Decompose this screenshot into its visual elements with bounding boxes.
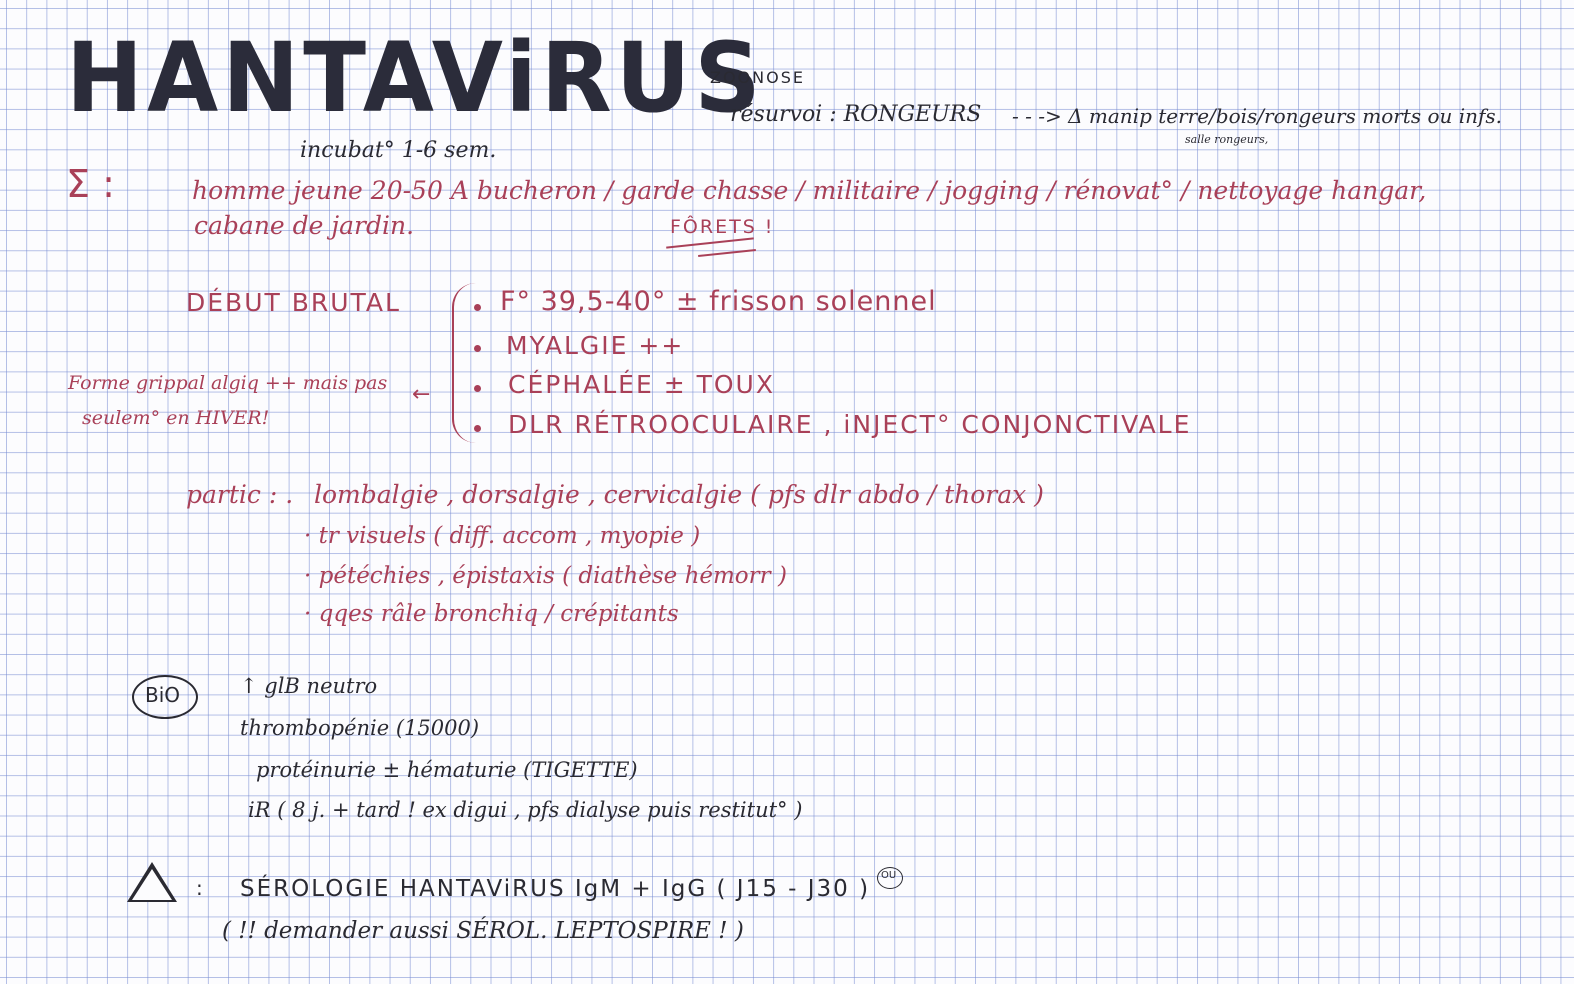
epidemio-line-2: cabane de jardin. [194, 211, 415, 240]
reservoir-subnote: salle rongeurs, [1185, 133, 1269, 146]
symptom-headache: CÉPHALÉE ± TOUX [508, 370, 775, 399]
ou-circle [877, 867, 903, 889]
diag-colon: : [196, 876, 203, 900]
bio-item-renal: iR ( 8 j. + tard ! ex digui , pfs dialys… [248, 798, 803, 822]
symptom-fever: F° 39,5-40° ± frisson solennel [500, 286, 937, 317]
side-note-line-2: seulem° en HIVER! [82, 407, 270, 429]
partic-item-pain: lombalgie , dorsalgie , cervicalgie ( pf… [314, 480, 1044, 509]
zoonose-label: ZOONOSE [710, 68, 805, 87]
bio-label: BiO [145, 683, 181, 707]
bullet [474, 345, 481, 352]
reservoir-arrow-text: - - -> Δ manip terre/bois/rongeurs morts… [1012, 104, 1503, 128]
bio-circle [132, 675, 198, 719]
warning-triangle-icon [127, 862, 177, 902]
forets-label: FÔRETS ! [670, 216, 775, 238]
bullet [474, 385, 481, 392]
epidemio-line-1: homme jeune 20-50 A bucheron / garde cha… [192, 176, 1427, 205]
symptoms-bracket [452, 283, 480, 443]
bio-item-thrombo: thrombopénie (15000) [240, 716, 480, 740]
diag-ou: OU [881, 870, 897, 881]
bullet [474, 425, 481, 432]
bio-item-proteinuria: protéinurie ± hématurie (TIGETTE) [256, 758, 638, 782]
sigma-symbol: Σ : [66, 162, 115, 206]
symptom-myalgia: MYALGIE ++ [506, 331, 685, 360]
partic-label: partic : . [186, 480, 294, 509]
diag-leptospire: ( !! demander aussi SÉROL. LEPTOSPIRE ! … [222, 918, 744, 944]
symptom-retroocular: DLR RÉTROOCULAIRE , iNJECT° CONJONCTIVAL… [508, 410, 1192, 439]
incubation-text: incubat° 1-6 sem. [300, 138, 497, 163]
partic-item-lungs: · qqes râle bronchiq / crépitants [304, 601, 679, 627]
side-note-line-1: Forme grippal algiq ++ mais pas [68, 372, 388, 394]
bio-item-neutro: ↑ glB neutro [240, 674, 378, 698]
partic-item-vision: · tr visuels ( diff. accom , myopie ) [304, 523, 701, 549]
bullet [474, 304, 481, 311]
forets-underline [666, 237, 754, 249]
arrow-left-icon: ← [412, 382, 431, 407]
forets-underline-2 [698, 248, 756, 258]
partic-item-bleeding: · pétéchies , épistaxis ( diathèse hémor… [304, 563, 787, 589]
note-title: HANTAViRUS [66, 21, 765, 134]
reservoir-text: résurvoi : RONGEURS [730, 102, 982, 127]
diag-serology: SÉROLOGIE HANTAViRUS IgM + IgG ( J15 - J… [240, 876, 871, 902]
debut-brutal-label: DÉBUT BRUTAL [186, 288, 401, 317]
